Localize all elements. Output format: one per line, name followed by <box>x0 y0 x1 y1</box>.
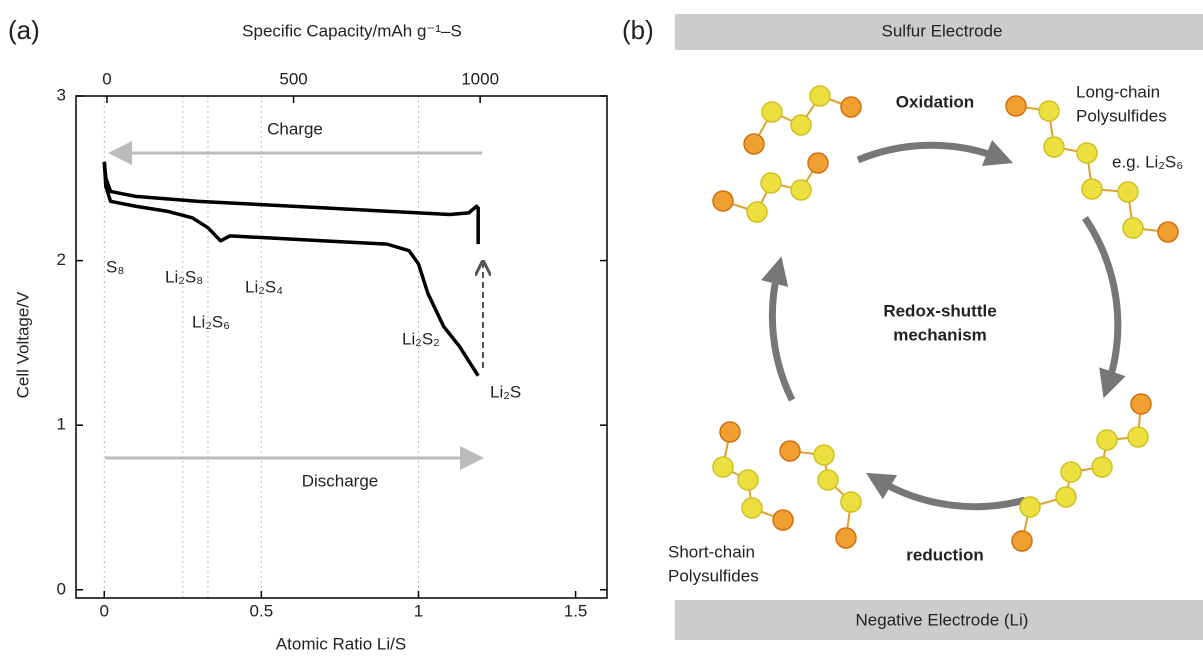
x2-tick-label: 0 <box>102 69 111 88</box>
electrode-label: Sulfur Electrode <box>882 21 1003 40</box>
annotation: Discharge <box>302 471 379 490</box>
lithium-atom <box>1157 221 1179 243</box>
sulfur-atom <box>1122 217 1144 239</box>
panel-label: (a) <box>8 15 40 45</box>
lithium-atom <box>1011 530 1033 552</box>
sulfur-atom <box>809 85 831 107</box>
lithium-atom <box>712 190 734 212</box>
sulfur-atom <box>1096 429 1118 451</box>
sulfur-atom <box>1038 100 1060 122</box>
x-tick-label: 1.5 <box>564 601 588 620</box>
electrode-bar <box>675 14 1203 50</box>
lithium-atom <box>1005 95 1027 117</box>
x-tick-label: 0.5 <box>250 601 274 620</box>
sulfur-atom <box>1081 178 1103 200</box>
annotation: Li₂S₈ <box>165 267 203 286</box>
y-tick-label: 2 <box>57 250 66 269</box>
lithium-atom <box>1130 393 1152 415</box>
species-label: Long-chain <box>1076 82 1160 101</box>
species-label: e.g. Li₂S₆ <box>1112 152 1183 171</box>
sulfur-atom <box>1060 461 1082 483</box>
species-label: Polysulfides <box>1076 106 1167 125</box>
sulfur-atom <box>741 497 763 519</box>
lithium-atom <box>719 421 741 443</box>
annotation: Charge <box>267 119 323 138</box>
electrode-label: Negative Electrode (Li) <box>856 610 1029 629</box>
x2-tick-label: 1000 <box>461 69 499 88</box>
lithium-atom <box>772 509 794 531</box>
curve <box>102 161 480 245</box>
annotation: Li₂S₆ <box>192 312 230 331</box>
sulfur-atom <box>790 179 812 201</box>
y-tick-label: 1 <box>57 415 66 434</box>
annotation: Li₂S₄ <box>245 277 283 296</box>
panel-label: (b) <box>622 15 654 45</box>
sulfur-atom <box>1055 486 1077 508</box>
x-axis-label: Atomic Ratio Li/S <box>276 634 406 653</box>
sulfur-atom <box>1091 456 1113 478</box>
sulfur-atom <box>840 491 862 513</box>
sulfur-atom <box>737 469 759 491</box>
sulfur-atom <box>817 469 839 491</box>
species-label: Short-chain <box>668 542 755 561</box>
process-label: Oxidation <box>896 92 974 111</box>
molecules <box>712 85 1179 552</box>
plot-frame <box>75 95 608 599</box>
sulfur-atom <box>813 444 835 466</box>
lithium-atom <box>779 440 801 462</box>
y-axis-label: Cell Voltage/V <box>13 291 32 398</box>
annotation: S₈ <box>106 257 124 276</box>
sulfur-atom <box>1019 496 1041 518</box>
sulfur-atom <box>712 456 734 478</box>
y-tick-label: 3 <box>57 85 66 104</box>
sulfur-atom <box>1076 142 1098 164</box>
x-tick-label: 0 <box>100 601 109 620</box>
x2-tick-label: 500 <box>279 69 307 88</box>
annotation: Li₂S₂ <box>402 329 440 348</box>
curve <box>102 161 480 377</box>
x2-axis-label: Specific Capacity/mAh g⁻¹–S <box>242 21 462 40</box>
lithium-atom <box>807 152 829 174</box>
process-label: reduction <box>906 545 983 564</box>
electrode-bar <box>675 600 1203 640</box>
x-tick-label: 1 <box>414 601 423 620</box>
sulfur-atom <box>1043 136 1065 158</box>
species-label: Polysulfides <box>668 566 759 585</box>
y-tick-label: 0 <box>57 579 66 598</box>
sulfur-atom <box>760 172 782 194</box>
center-label: mechanism <box>893 325 987 344</box>
lithium-atom <box>840 96 862 118</box>
sulfur-atom <box>761 101 783 123</box>
lithium-atom <box>835 527 857 549</box>
center-label: Redox-shuttle <box>883 301 996 320</box>
annotation: Li₂S <box>490 382 521 401</box>
lithium-atom <box>743 133 765 155</box>
cycle-arrows <box>761 139 1126 511</box>
sulfur-atom <box>746 201 768 223</box>
sulfur-atom <box>790 114 812 136</box>
sulfur-atom <box>1127 426 1149 448</box>
sulfur-atom <box>1117 181 1139 203</box>
